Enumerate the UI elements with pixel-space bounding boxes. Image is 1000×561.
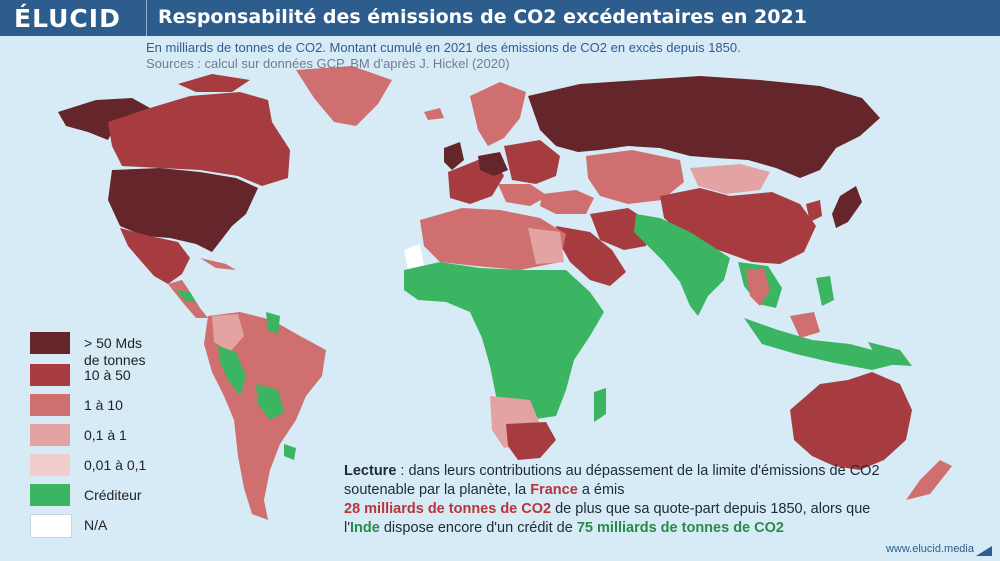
region-turkey-caucasus	[540, 190, 594, 214]
region-japan	[832, 186, 862, 228]
legend-label: 10 à 50	[84, 367, 131, 383]
region-indonesia	[744, 318, 904, 370]
region-north-africa	[420, 208, 566, 270]
reading-text: a émis	[577, 482, 625, 498]
region-sa-creditor-4	[284, 444, 296, 460]
region-philippines	[816, 276, 834, 306]
legend-swatch	[30, 394, 70, 416]
region-australia	[790, 372, 912, 470]
region-korea	[806, 200, 822, 222]
legend-label: 0,01 à 0,1	[84, 457, 147, 473]
legend-label: N/A	[84, 517, 108, 533]
region-south-asia-creditor	[634, 214, 730, 316]
region-caribbean	[200, 258, 236, 270]
inde-label: Inde	[350, 520, 380, 536]
region-thailand	[746, 268, 770, 306]
legend-swatch	[30, 424, 70, 446]
region-alaska-canada-north	[58, 98, 150, 140]
reading-text: de plus que sa quote-part depuis 1850, a…	[344, 501, 871, 536]
reading-note: Lecture : dans leurs contributions au dé…	[344, 462, 904, 538]
region-madagascar	[594, 388, 606, 422]
legend-label: 0,1 à 1	[84, 427, 127, 443]
header-bar: ÉLUCID Responsabilité des émissions de C…	[0, 0, 1000, 36]
region-iceland	[424, 108, 444, 120]
legend-swatch	[30, 364, 70, 386]
region-iran	[590, 208, 650, 250]
region-central-asia	[586, 150, 684, 204]
sources-note: Sources : calcul sur données GCP, BM d'a…	[146, 56, 510, 71]
page-title: Responsabilité des émissions de CO2 excé…	[158, 6, 807, 28]
inde-amount: 75 milliards de tonnes de CO2	[576, 520, 784, 536]
region-balkans	[498, 184, 548, 206]
region-greenland	[296, 66, 392, 126]
france-label: France	[530, 482, 578, 498]
subtitle: En milliards de tonnes de CO2. Montant c…	[146, 40, 741, 55]
reading-text: : dans leurs contributions au dépassemen…	[344, 463, 880, 498]
region-canada-islands	[178, 74, 250, 92]
region-west-africa-na	[404, 244, 424, 270]
footer-url[interactable]: www.elucid.media	[885, 543, 974, 555]
region-borneo	[790, 312, 820, 338]
region-egypt	[528, 228, 564, 264]
region-canada	[108, 92, 290, 186]
region-sa-creditor-1	[218, 346, 246, 396]
region-scandinavia	[470, 82, 526, 146]
region-china	[660, 188, 816, 264]
region-east-europe	[504, 140, 560, 184]
region-mexico	[120, 228, 190, 284]
reading-lead: Lecture	[344, 463, 397, 479]
region-mongolia	[690, 164, 770, 194]
region-sa-creditor-3	[266, 312, 280, 334]
legend-label: Créditeur	[84, 487, 142, 503]
france-amount: 28 milliards de tonnes de CO2	[344, 501, 552, 517]
legend-swatch	[30, 514, 72, 538]
reading-text: dispose encore d'un crédit de	[379, 520, 577, 536]
region-middle-east	[556, 226, 626, 286]
legend-label: > 50 Mds de tonnes	[84, 335, 146, 368]
header-divider	[146, 0, 147, 36]
region-central-creditor	[176, 290, 196, 302]
region-sa-creditor-2	[256, 384, 284, 420]
region-uk	[444, 142, 464, 170]
region-south-africa	[506, 422, 556, 460]
region-germany	[478, 152, 508, 176]
legend-swatch	[30, 454, 70, 476]
elucid-logo[interactable]: ÉLUCID	[14, 4, 121, 33]
logo-arrow-icon	[976, 546, 992, 556]
legend-swatch	[30, 332, 70, 354]
legend-label: 1 à 10	[84, 397, 123, 413]
region-new-zealand	[906, 460, 952, 500]
region-new-guinea	[868, 342, 912, 366]
region-colombia-peru	[212, 314, 244, 352]
region-sub-saharan-africa	[404, 262, 604, 420]
region-usa	[108, 168, 258, 252]
legend-swatch	[30, 484, 70, 506]
region-russia	[528, 76, 880, 178]
